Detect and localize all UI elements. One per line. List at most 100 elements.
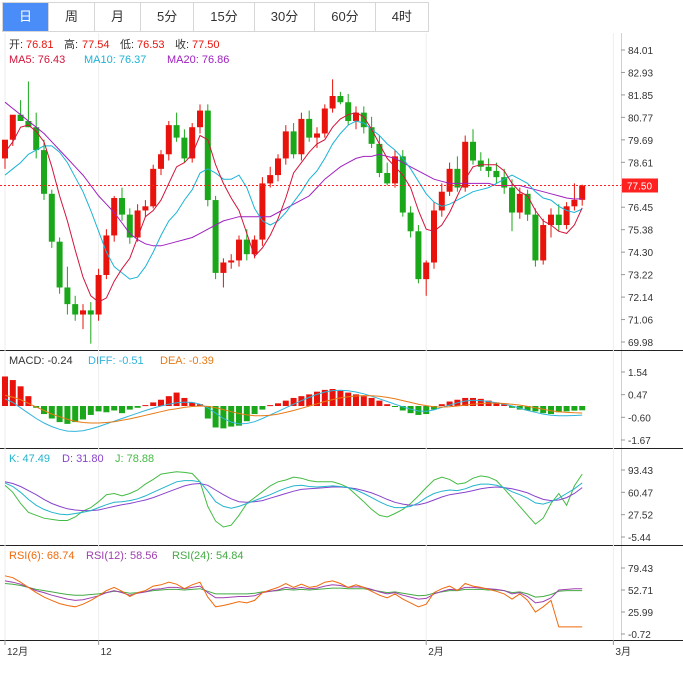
candle-body-46 <box>360 112 367 128</box>
tab-3[interactable]: 5分 <box>141 3 195 31</box>
3-tick-label-2: 25.99 <box>628 608 653 619</box>
period-tabs: 日周月 5分 15分 30分 60分 4时 <box>2 2 429 32</box>
candle-body-5 <box>41 150 47 194</box>
tab-4[interactable]: 15分 <box>194 3 255 31</box>
candle-body-26 <box>204 110 211 201</box>
panel-frames <box>0 33 683 641</box>
ma10-legend: MA10: 76.37 <box>84 54 146 66</box>
macd-bar-6 <box>48 406 55 419</box>
candle-body-73 <box>571 199 578 207</box>
macd-bar-25 <box>197 404 203 406</box>
candle-body-39 <box>306 118 313 138</box>
0-tick-label-10: 73.22 <box>628 271 653 282</box>
candle-body-57 <box>446 168 453 192</box>
x-label-2: 2月 <box>428 646 444 658</box>
candle-body-58 <box>454 168 461 188</box>
candle-body-22 <box>173 125 180 138</box>
macd-bar-51 <box>399 406 406 411</box>
tab-2[interactable]: 月 <box>95 3 142 31</box>
tab-7[interactable]: 4时 <box>391 9 412 24</box>
candle-body-14 <box>111 197 118 236</box>
candle-body-64 <box>501 177 508 188</box>
plot-layer <box>0 79 621 628</box>
axis-labels: 12月 12 2月 3月 84.01 82.93 81.85 80.77 79.69 78.61 7… <box>4 46 658 658</box>
macd-bar-1 <box>9 380 16 406</box>
macd-bar-56 <box>438 404 445 406</box>
macd-bar-44 <box>345 392 352 406</box>
candle-body-12 <box>95 274 102 315</box>
candle-body-47 <box>368 127 375 144</box>
candle-body-44 <box>345 102 352 121</box>
macd-bar-10 <box>80 406 86 420</box>
dea-line <box>4 394 583 424</box>
ma20-legend: MA20: 76.86 <box>167 54 229 66</box>
macd-bar-64 <box>501 404 508 406</box>
macd-bar-68 <box>532 406 539 412</box>
macd-bar-3 <box>25 396 32 406</box>
0-tick-label-0: 84.01 <box>628 46 653 57</box>
3-tick-label-0: 79.43 <box>628 564 653 575</box>
2-tick-label-3: -5.44 <box>628 533 651 544</box>
candle-body-70 <box>548 214 554 226</box>
macd-bar-8 <box>64 406 71 424</box>
candle-body-25 <box>197 110 203 128</box>
tab-0[interactable]: 日 <box>3 3 50 31</box>
dea-legend: DEA: -0.39 <box>160 355 214 367</box>
x-label-3: 3月 <box>615 646 631 658</box>
rsi6-legend: RSI(6): 68.74 <box>9 550 74 562</box>
candle-body-61 <box>477 160 484 167</box>
candle-body-3 <box>25 120 32 128</box>
high-value: 77.54 <box>82 39 110 51</box>
candle-body-49 <box>384 173 391 184</box>
macd-bar-61 <box>477 398 484 406</box>
macd-bar-48 <box>376 400 383 406</box>
candle-body-15 <box>119 197 125 215</box>
candle-body-35 <box>275 158 281 176</box>
d-line <box>4 481 583 512</box>
tab-5[interactable]: 30分 <box>255 3 316 31</box>
candle-body-62 <box>485 166 492 171</box>
candle-body-7 <box>56 241 63 288</box>
rsi12-legend: RSI(12): 58.56 <box>86 550 158 562</box>
open-value: 76.81 <box>26 39 54 51</box>
tab-6[interactable]: 60分 <box>315 3 376 31</box>
0-tick-label-13: 69.98 <box>628 338 653 349</box>
macd-bar-14 <box>111 406 118 411</box>
macd-bar-50 <box>392 406 398 407</box>
rsi24-line <box>4 583 583 598</box>
candle-body-40 <box>314 133 320 138</box>
candle-body-10 <box>80 310 86 315</box>
candle-body-63 <box>493 170 500 178</box>
macd-bar-20 <box>158 399 164 406</box>
candle-body-51 <box>399 156 406 213</box>
candle-body-72 <box>563 206 570 226</box>
0-tick-label-8: 75.38 <box>628 226 653 237</box>
candle-body-60 <box>470 141 476 161</box>
macd-bar-34 <box>267 405 274 407</box>
macd-bar-26 <box>204 406 211 419</box>
macd-bar-2 <box>17 386 24 406</box>
tab-1[interactable]: 周 <box>49 3 96 31</box>
macd-bar-32 <box>251 406 258 415</box>
candle-body-43 <box>337 95 344 103</box>
macd-bar-19 <box>150 402 157 406</box>
0-tick-label-4: 79.69 <box>628 136 653 147</box>
candle-body-24 <box>189 127 196 159</box>
macd-bar-31 <box>243 406 250 422</box>
candle-body-74 <box>579 185 586 200</box>
candle-body-23 <box>181 137 188 159</box>
d-legend: D: 31.80 <box>62 453 104 465</box>
macd-bar-30 <box>236 406 242 426</box>
candle-body-66 <box>516 193 523 213</box>
candle-body-34 <box>267 175 274 184</box>
candle-body-18 <box>142 206 149 211</box>
x-label-1: 12 <box>101 647 113 658</box>
macd-bar-72 <box>563 406 570 412</box>
0-tick-label-7: 76.45 <box>628 203 653 214</box>
candle-body-19 <box>150 168 157 207</box>
j-line <box>4 471 583 528</box>
macd-bar-27 <box>212 406 219 428</box>
macd-bar-24 <box>189 402 196 406</box>
candle-body-41 <box>321 108 328 134</box>
macd-bar-33 <box>259 406 266 410</box>
